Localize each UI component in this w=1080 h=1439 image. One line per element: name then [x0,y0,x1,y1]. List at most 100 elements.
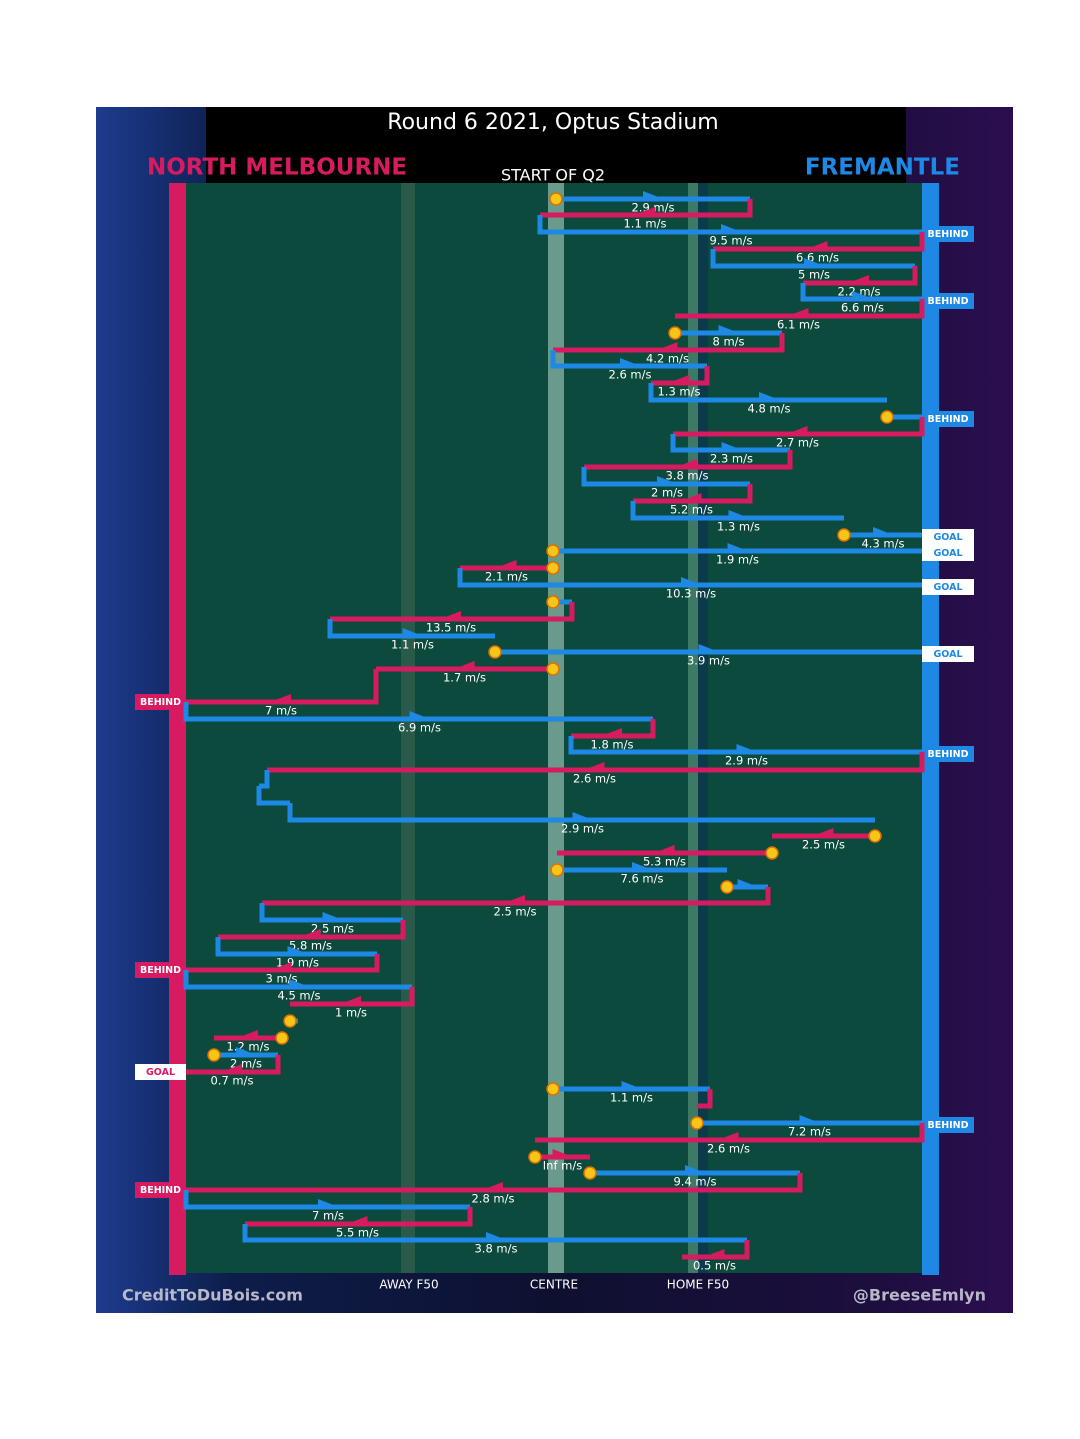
speed-label: 4.5 m/s [277,989,320,1003]
direction-arrow [302,929,321,936]
home-team: NORTH MELBOURNE [147,155,407,181]
speed-label: 2.8 m/s [471,1192,514,1206]
direction-arrow [620,358,638,365]
direction-arrow [572,812,591,819]
direction-arrow [809,241,828,248]
ball-movement [259,770,270,789]
speed-label: 2.6 m/s [608,368,651,382]
direction-arrow [236,1047,254,1054]
possession-start [880,410,894,424]
direction-arrow [273,962,292,969]
ball-movement [537,215,922,235]
direction-arrow [698,644,717,651]
possession-start [275,1031,289,1045]
direction-arrow [721,224,739,231]
outcome-box [922,579,974,595]
home-goal-line [169,183,186,1275]
direction-arrow [443,611,461,618]
title-band [206,107,906,183]
ball-movement [186,1173,803,1193]
speed-label: 2.5 m/s [493,905,536,919]
possession-start [668,326,682,340]
ball-movement [535,1123,925,1143]
direction-arrow [486,1232,504,1239]
possession-start [868,829,882,843]
outcome-box [922,411,974,427]
speed-label: 6.6 m/s [796,251,839,265]
possession-start [283,1014,297,1028]
possession-start [546,595,560,609]
period: START OF Q2 [501,166,605,185]
speed-label: 8 m/s [712,335,744,349]
direction-arrow [804,258,822,265]
speed-label: 1.1 m/s [391,638,434,652]
speed-label: 5 m/s [798,268,830,282]
speed-label: 4.8 m/s [747,402,790,416]
direction-arrow [604,728,622,735]
speed-label: 5.8 m/s [289,939,332,953]
speed-label: 2.5 m/s [802,838,845,852]
ball-movement [682,1240,750,1260]
centre-stripe [548,183,564,1273]
direction-arrow [718,325,737,332]
ball-movement [584,450,793,470]
direction-arrow [759,392,777,399]
ball-movement [648,383,887,403]
speed-label: 2.7 m/s [776,436,819,450]
speed-label: 1.1 m/s [623,217,666,231]
outcome-label: GOAL [933,548,962,559]
direction-arrow [737,879,756,886]
outcome-box [922,746,974,762]
possession-start [546,561,560,575]
speed-label: 3.9 m/s [687,654,730,668]
outcome-label: BEHIND [927,414,968,425]
ball-movement [290,987,415,1007]
ball-movement [183,702,653,722]
possession-start [549,192,563,206]
speed-label: 3.8 m/s [665,469,708,483]
speed-label: 2.3 m/s [710,452,753,466]
outcome-label: GOAL [933,532,962,543]
speed-label: 2.2 m/s [837,285,880,299]
outcome-box [922,293,974,309]
direction-arrow [657,476,675,483]
direction-arrow [681,577,699,584]
speed-label: 7 m/s [265,704,297,718]
ball-movement [633,484,753,504]
ball-movement [242,1224,747,1243]
direction-arrow [790,308,809,315]
speed-label: 0.7 m/s [210,1074,253,1088]
ball-movement [550,350,707,369]
direction-arrow [507,895,525,902]
direction-arrow [224,1064,242,1071]
possession-start [583,1166,597,1180]
ball-movement [183,970,412,990]
speed-label: 10.3 m/s [666,587,716,601]
direction-arrow [727,543,746,550]
ball-movement [581,467,750,487]
direction-arrow [815,828,834,835]
ball-movement [287,803,875,823]
outcome-label: BEHIND [927,296,968,307]
direction-arrow [643,191,661,198]
speed-label: 2.1 m/s [485,570,528,584]
home-f50-stripe [688,183,698,1273]
ball-movement [186,954,380,973]
direction-arrow [789,426,808,433]
outcome-label: GOAL [146,1067,175,1078]
direction-arrow [851,275,869,282]
speed-label: 9.5 m/s [709,234,752,248]
field-label: HOME F50 [667,1278,729,1292]
direction-arrow [498,560,517,567]
speed-label: 6.9 m/s [398,721,441,735]
possession-start [546,544,560,558]
direction-arrow [402,628,421,635]
ball-movement [267,752,925,773]
direction-arrow [728,510,747,517]
away-team: FREMANTLE [805,155,960,181]
ball-movement [713,232,925,252]
direction-arrow [289,979,307,986]
speed-label: 1 m/s [335,1006,367,1020]
field-label: AWAY F50 [379,1278,438,1292]
speed-label: 2.5 m/s [311,922,354,936]
